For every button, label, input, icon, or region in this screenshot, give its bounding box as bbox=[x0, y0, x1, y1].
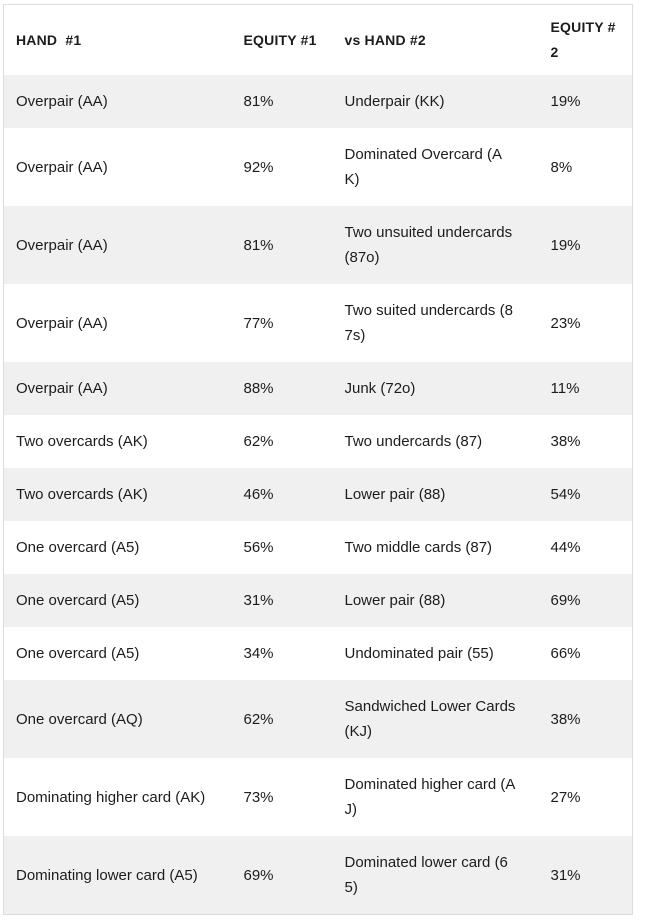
cell-equity1: 34% bbox=[243, 645, 274, 662]
table-header-row: HAND #1 EQUITY #1 vs HAND #2 EQUITY # 2 bbox=[3, 4, 633, 75]
table-row: Overpair (AA) 92% Dominated Overcard (A K)… bbox=[3, 128, 633, 206]
cell-hand1: One overcard (A5) bbox=[16, 539, 140, 556]
cell-hand1: Overpair (AA) bbox=[16, 158, 108, 176]
cell-equity2: 38% bbox=[550, 710, 581, 728]
cell-hand2: Lower pair (88) bbox=[344, 486, 446, 503]
column-header-hand1: HAND #1 bbox=[3, 4, 232, 75]
cell-equity1: 81% bbox=[243, 236, 274, 254]
cell-hand1: Dominating higher card (AK) bbox=[16, 788, 206, 806]
table-row: Overpair (AA) 77% Two suited undercards (8… bbox=[3, 284, 633, 362]
cell-hand2: Undominated pair (55) bbox=[344, 645, 494, 662]
table-row: One overcard (A5) 31% Lower pair (88) 69% bbox=[3, 574, 633, 627]
cell-hand2: Two undercards (87) bbox=[344, 433, 483, 450]
cell-hand1: Two overcards (AK) bbox=[16, 486, 148, 503]
cell-equity2: 11% bbox=[550, 380, 580, 397]
cell-hand1: One overcard (A5) bbox=[16, 592, 140, 609]
cell-hand2: Dominated Overcard (A K) bbox=[344, 146, 503, 188]
cell-hand1: Overpair (AA) bbox=[16, 93, 108, 110]
cell-equity1: 88% bbox=[243, 380, 274, 397]
cell-hand2: Underpair (KK) bbox=[344, 93, 445, 110]
table-row: Dominating higher card (AK) 73% Dominated … bbox=[3, 758, 633, 836]
cell-equity2: 54% bbox=[550, 486, 581, 503]
cell-equity1: 73% bbox=[243, 788, 274, 806]
table-body: Overpair (AA) 81% Underpair (KK) 19% Overpai… bbox=[3, 75, 633, 915]
cell-hand2: Two unsuited undercards (87o) bbox=[344, 224, 513, 266]
table-row: Overpair (AA) 81% Underpair (KK) 19% bbox=[3, 75, 633, 128]
column-header-equity2: EQUITY # 2 bbox=[538, 4, 633, 75]
table-header: HAND #1 EQUITY #1 vs HAND #2 EQUITY # 2 bbox=[3, 4, 633, 75]
cell-hand1: One overcard (A5) bbox=[16, 645, 140, 662]
table-row: One overcard (AQ) 62% Sandwiched Lower Car… bbox=[3, 680, 633, 758]
cell-hand2: Lower pair (88) bbox=[344, 592, 446, 609]
cell-hand2: Sandwiched Lower Cards (KJ) bbox=[344, 698, 516, 740]
cell-hand2: Dominated higher card (A J) bbox=[344, 776, 516, 818]
cell-equity1: 46% bbox=[243, 486, 274, 503]
cell-hand1: One overcard (AQ) bbox=[16, 710, 143, 728]
cell-equity1: 31% bbox=[243, 592, 274, 609]
cell-hand2: Junk (72o) bbox=[344, 380, 416, 397]
cell-equity2: 8% bbox=[550, 158, 573, 176]
cell-hand1: Overpair (AA) bbox=[16, 236, 108, 254]
table-row: Two overcards (AK) 62% Two undercards (87)… bbox=[3, 415, 633, 468]
column-header-hand2: vs HAND #2 bbox=[332, 4, 539, 75]
table-row: One overcard (A5) 34% Undominated pair (55… bbox=[3, 627, 633, 680]
cell-equity2: 66% bbox=[550, 645, 581, 662]
cell-equity2: 69% bbox=[550, 592, 581, 609]
cell-equity2: 38% bbox=[550, 433, 581, 450]
table-row: Overpair (AA) 81% Two unsuited undercards … bbox=[3, 206, 633, 284]
cell-hand1: Two overcards (AK) bbox=[16, 433, 148, 450]
cell-equity2: 31% bbox=[550, 866, 581, 884]
cell-equity2: 44% bbox=[550, 539, 581, 556]
table-row: One overcard (A5) 56% Two middle cards (87… bbox=[3, 521, 633, 574]
cell-equity1: 56% bbox=[243, 539, 274, 556]
column-header-equity1: EQUITY #1 bbox=[231, 4, 333, 75]
cell-equity1: 92% bbox=[243, 158, 274, 176]
cell-equity1: 62% bbox=[243, 710, 274, 728]
table-row: Two overcards (AK) 46% Lower pair (88) 54% bbox=[3, 468, 633, 521]
table-row: Dominating lower card (A5) 69% Dominated l… bbox=[3, 836, 633, 915]
cell-equity1: 81% bbox=[243, 93, 274, 110]
cell-equity1: 69% bbox=[243, 866, 274, 884]
cell-hand1: Dominating lower card (A5) bbox=[16, 866, 198, 884]
cell-equity1: 62% bbox=[243, 433, 274, 450]
cell-hand2: Dominated lower card (6 5) bbox=[344, 854, 508, 896]
cell-equity2: 23% bbox=[550, 314, 581, 332]
cell-equity2: 27% bbox=[550, 788, 581, 806]
cell-equity1: 77% bbox=[243, 314, 274, 332]
cell-hand1: Overpair (AA) bbox=[16, 380, 108, 397]
cell-equity2: 19% bbox=[550, 93, 581, 110]
cell-hand1: Overpair (AA) bbox=[16, 314, 108, 332]
preflop-equity-table: HAND #1 EQUITY #1 vs HAND #2 EQUITY # 2 … bbox=[3, 4, 633, 915]
cell-hand2: Two middle cards (87) bbox=[344, 539, 493, 556]
cell-hand2: Two suited undercards (8 7s) bbox=[344, 302, 513, 344]
table-row: Overpair (AA) 88% Junk (72o) 11% bbox=[3, 362, 633, 415]
cell-equity2: 19% bbox=[550, 236, 581, 254]
